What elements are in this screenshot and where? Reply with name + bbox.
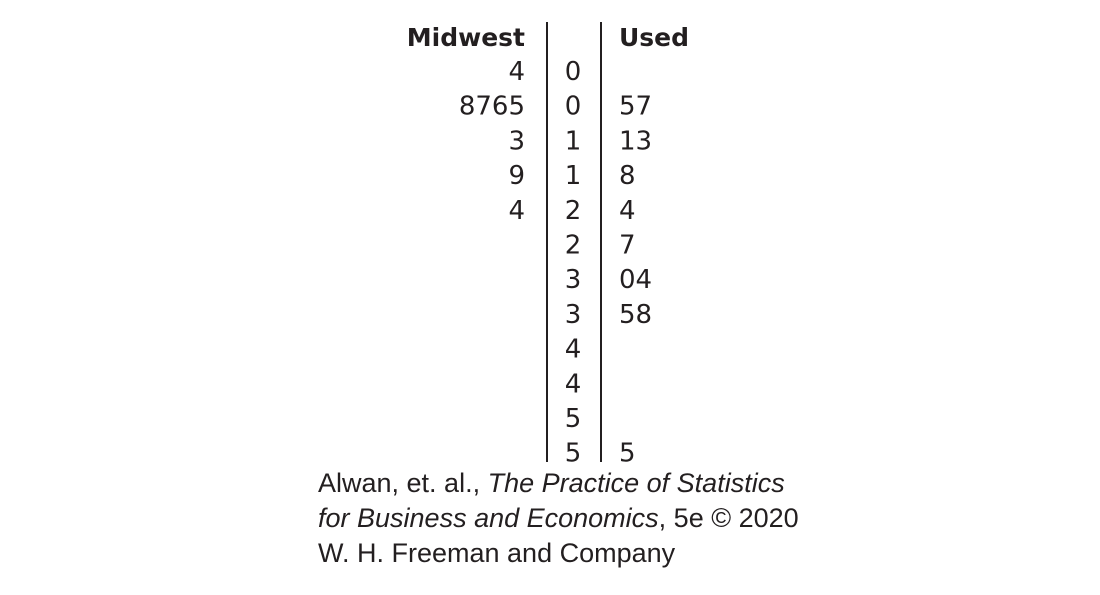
stem-row-5: 2 <box>565 196 582 226</box>
right-leaves-row-5: 4 <box>619 196 636 226</box>
right-leaves-row-7: 04 <box>619 265 652 295</box>
stem-row-3: 1 <box>565 126 582 156</box>
back-to-back-stemplot: Midwest Used 4 0 8765 0 57 3 1 13 9 1 8 4 2 4 2 7 3 04 3 58… <box>407 22 689 469</box>
left-leaves-row-5: 4 <box>508 196 525 226</box>
stem-row-4: 1 <box>565 161 582 191</box>
source-credit: Alwan, et. al., The Practice of Statisti… <box>318 466 799 571</box>
left-leaves-row-1: 4 <box>508 57 525 87</box>
left-leaves-row-2: 8765 <box>459 92 525 122</box>
stem-row-1: 0 <box>565 57 582 87</box>
credit-line-1: Alwan, et. al., The Practice of Statisti… <box>318 466 799 501</box>
left-leaves-header: Midwest <box>407 23 525 52</box>
right-leaves-row-6: 7 <box>619 231 636 261</box>
stemplot-rows: 4 0 8765 0 57 3 1 13 9 1 8 4 2 4 2 7 3 04 3 58 4 4 5 5 5 <box>459 57 652 469</box>
left-leaves-row-4: 9 <box>508 161 525 191</box>
credit-publisher: W. H. Freeman and Company <box>318 538 676 568</box>
stem-row-6: 2 <box>565 231 582 261</box>
credit-title-part-2: for Business and Economics <box>318 503 659 533</box>
credit-authors: Alwan, et. al., <box>318 468 488 498</box>
right-leaves-row-4: 8 <box>619 161 636 191</box>
stem-row-7: 3 <box>565 265 582 295</box>
stem-row-10: 4 <box>565 369 582 399</box>
credit-edition: , 5e © 2020 <box>658 503 799 533</box>
stem-row-8: 3 <box>565 300 582 330</box>
stem-row-9: 4 <box>565 335 582 365</box>
stem-row-12: 5 <box>565 439 582 469</box>
right-leaves-row-3: 13 <box>619 126 652 156</box>
stem-row-11: 5 <box>565 404 582 434</box>
right-leaves-row-8: 58 <box>619 300 652 330</box>
credit-line-2: for Business and Economics, 5e © 2020 <box>318 501 799 536</box>
right-leaves-row-12: 5 <box>619 439 636 469</box>
credit-title-part-1: The Practice of Statistics <box>487 468 785 498</box>
stem-row-2: 0 <box>565 92 582 122</box>
right-leaves-header: Used <box>619 23 689 52</box>
left-leaves-row-3: 3 <box>508 126 525 156</box>
right-leaves-row-2: 57 <box>619 92 652 122</box>
